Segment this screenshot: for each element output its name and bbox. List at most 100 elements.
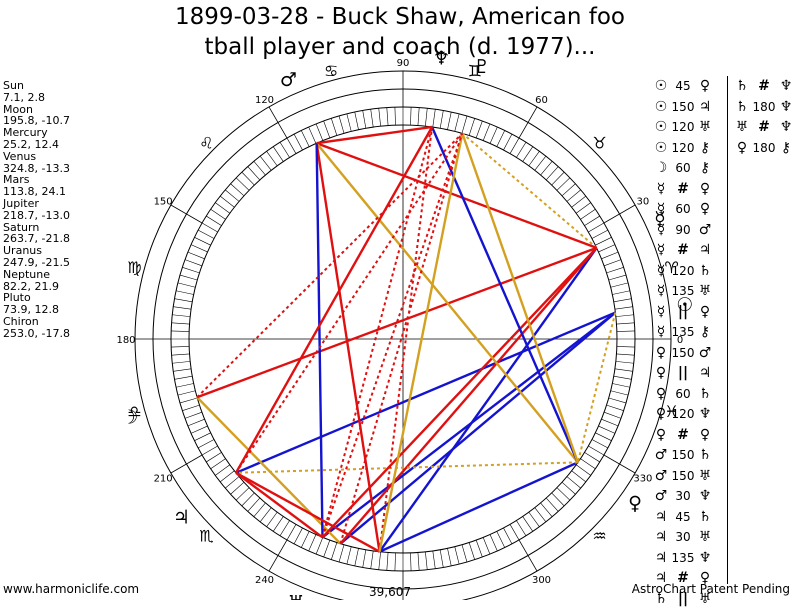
aspect-planet-2: ⚷ — [696, 138, 714, 158]
planet-pluto-icon: ♇ — [473, 56, 490, 78]
degree-tick — [316, 124, 323, 141]
aspect-planet-2: ♆ — [777, 117, 795, 137]
zodiac-aquarius-icon: ♒ — [592, 527, 606, 546]
aspect-angle: || — [670, 363, 696, 383]
degree-tick — [188, 252, 205, 259]
aspect-column-2: ♄#♆♄180♆♅#♆♀180⚷ — [733, 76, 793, 158]
aspect-row: ☉150♃ — [652, 97, 724, 118]
aspect-planet-2: ⚷ — [777, 138, 795, 158]
aspect-planet-1: ☉ — [652, 138, 670, 158]
aspect-planet-1: ♀ — [652, 384, 670, 404]
aspect-planet-2: ♆ — [696, 548, 714, 568]
aspect-planet-1: ☿ — [652, 240, 670, 260]
zodiac-virgo-icon: ♍ — [127, 258, 141, 277]
aspect-planet-2: ♃ — [696, 363, 714, 383]
degree-tick — [616, 323, 634, 324]
aspect-row: ☽60⚷ — [652, 158, 724, 179]
degree-tick — [614, 299, 632, 302]
site-link[interactable]: www.harmoniclife.com — [3, 582, 139, 596]
degree-tick — [280, 142, 290, 157]
degree-tick — [173, 307, 191, 310]
degree-tick — [611, 391, 628, 395]
degree-tick — [387, 552, 388, 570]
degree-tick — [455, 547, 459, 564]
aspect-row: ☿120♄ — [652, 261, 724, 282]
degree-tick — [242, 493, 255, 506]
degree-tick — [242, 172, 255, 185]
aspect-planet-2: ♆ — [777, 97, 795, 117]
sign-divider — [171, 205, 202, 223]
degree-tick — [523, 147, 533, 162]
degree-tick — [541, 503, 553, 517]
degree-tick — [567, 190, 581, 202]
aspect-planet-2: ♅ — [696, 117, 714, 137]
degree-tick — [576, 465, 591, 476]
degree-tick — [598, 245, 614, 252]
aspect-planet-1: ♀ — [733, 138, 751, 158]
degree-tick — [178, 283, 195, 287]
aspect-angle: 90 — [670, 220, 696, 240]
degree-tick — [287, 138, 296, 154]
degree-tick — [483, 124, 490, 141]
bottom-readout: 39,607 — [369, 585, 411, 599]
degree-tick — [516, 520, 526, 535]
degree-tick — [615, 369, 633, 372]
degree-tick — [552, 172, 565, 185]
aspect-angle: 150 — [670, 466, 696, 486]
aspect-angle: 60 — [670, 384, 696, 404]
aspect-line-uranus-pluto — [322, 133, 462, 537]
degree-tick — [172, 361, 190, 363]
degree-tick — [616, 315, 634, 317]
aspect-angle: # — [670, 179, 696, 199]
degree-tick — [231, 482, 244, 494]
degree-tick — [363, 550, 366, 568]
degree-tick — [483, 537, 490, 554]
degree-tick — [301, 531, 309, 547]
degree-tick — [371, 551, 374, 569]
aspect-planet-1: ☿ — [652, 281, 670, 301]
degree-tick — [254, 503, 266, 517]
aspect-row: ☿60♀ — [652, 199, 724, 220]
aspect-angle: # — [670, 240, 696, 260]
aspect-row: ♂150♄ — [652, 445, 724, 466]
degree-tick — [215, 465, 230, 476]
aspect-planet-2: ♄ — [696, 261, 714, 281]
aspect-line-mars-neptune — [317, 127, 432, 143]
degree-tick — [490, 534, 497, 550]
zodiac-taurus-icon: ♉ — [592, 133, 606, 152]
degree-tick — [173, 369, 191, 372]
degree-tick — [387, 108, 388, 126]
aspect-line-mars-uranus — [317, 143, 323, 537]
degree-tick — [185, 260, 202, 266]
degree-tick — [363, 111, 366, 129]
degree-tick — [572, 196, 586, 207]
degree-tick — [609, 275, 626, 280]
degree-tick — [425, 108, 427, 126]
aspect-planet-1: ♂ — [652, 445, 670, 465]
aspect-row: ♄180♆ — [733, 97, 793, 118]
degree-tick — [609, 398, 626, 403]
degree-tick — [198, 439, 214, 447]
aspect-planet-1: ☉ — [652, 76, 670, 96]
degree-tick — [612, 383, 630, 387]
aspect-planet-2: ♅ — [696, 281, 714, 301]
degree-tick — [410, 553, 411, 571]
degree-label: 300 — [532, 575, 551, 586]
degree-tick — [604, 260, 621, 266]
aspect-angle: 180 — [751, 138, 777, 158]
degree-tick — [371, 109, 374, 127]
aspect-angle: # — [751, 117, 777, 137]
degree-tick — [418, 552, 419, 570]
degree-tick — [497, 130, 505, 146]
degree-tick — [180, 275, 197, 280]
degree-tick — [440, 550, 443, 568]
degree-tick — [301, 130, 309, 146]
degree-tick — [607, 405, 624, 411]
aspect-angle: 120 — [670, 404, 696, 424]
aspect-planet-2: ♄ — [696, 507, 714, 527]
aspect-row: ☿90♂ — [652, 220, 724, 241]
degree-tick — [267, 151, 278, 166]
degree-tick — [355, 112, 359, 130]
aspect-planet-2: ♀ — [696, 179, 714, 199]
degree-label: 120 — [255, 95, 274, 106]
